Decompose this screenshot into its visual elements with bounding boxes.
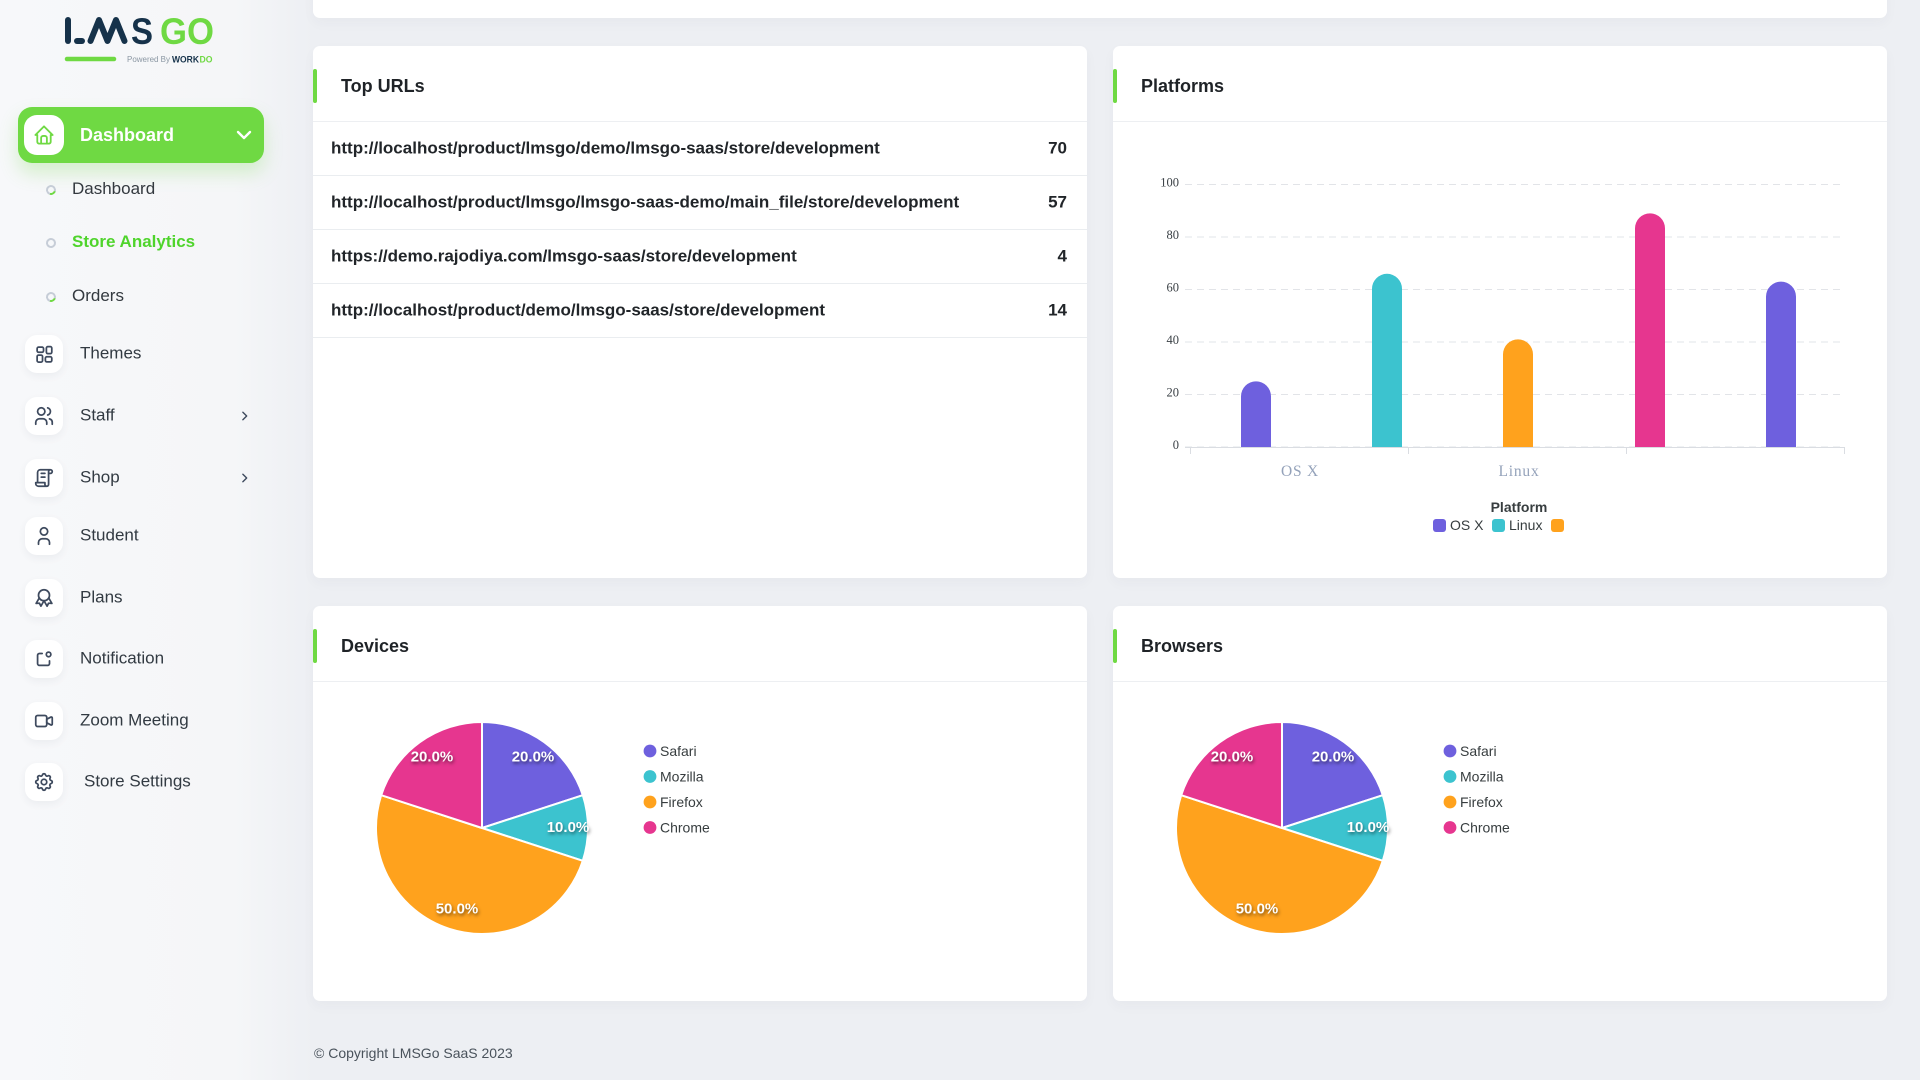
svg-text:Chrome: Chrome	[1460, 820, 1510, 836]
svg-text:Firefox: Firefox	[1460, 794, 1503, 810]
svg-text:20.0%: 20.0%	[512, 749, 555, 766]
svg-text:50.0%: 50.0%	[436, 901, 479, 918]
svg-text:Linux: Linux	[1498, 463, 1539, 480]
svg-text:Platform: Platform	[1491, 499, 1548, 515]
svg-text:OS X: OS X	[1450, 517, 1484, 533]
svg-text:Safari: Safari	[1460, 743, 1497, 759]
svg-text:Chrome: Chrome	[660, 820, 710, 836]
svg-text:20.0%: 20.0%	[1211, 749, 1254, 766]
svg-text:OS X: OS X	[1281, 463, 1319, 480]
svg-text:100: 100	[1160, 176, 1179, 190]
svg-text:80: 80	[1167, 228, 1180, 242]
svg-text:Powered By: Powered By	[127, 55, 170, 64]
svg-text:0: 0	[1173, 438, 1179, 452]
svg-text:20.0%: 20.0%	[1312, 749, 1355, 766]
svg-text:Mozilla: Mozilla	[1460, 769, 1504, 785]
svg-text:50.0%: 50.0%	[1236, 901, 1279, 918]
svg-text:20.0%: 20.0%	[411, 749, 454, 766]
svg-text:Linux: Linux	[1509, 517, 1542, 533]
svg-text:10.0%: 10.0%	[1347, 819, 1390, 836]
svg-text:GO: GO	[160, 11, 214, 52]
svg-text:20: 20	[1167, 386, 1180, 400]
svg-text:Mozilla: Mozilla	[660, 769, 704, 785]
svg-text:60: 60	[1167, 281, 1180, 295]
svg-text:Firefox: Firefox	[660, 794, 703, 810]
svg-text:DO: DO	[200, 55, 213, 66]
svg-text:S: S	[131, 11, 153, 52]
svg-text:40: 40	[1167, 333, 1180, 347]
svg-text:WORK: WORK	[172, 55, 199, 66]
svg-text:Safari: Safari	[660, 743, 697, 759]
svg-text:10.0%: 10.0%	[547, 819, 590, 836]
